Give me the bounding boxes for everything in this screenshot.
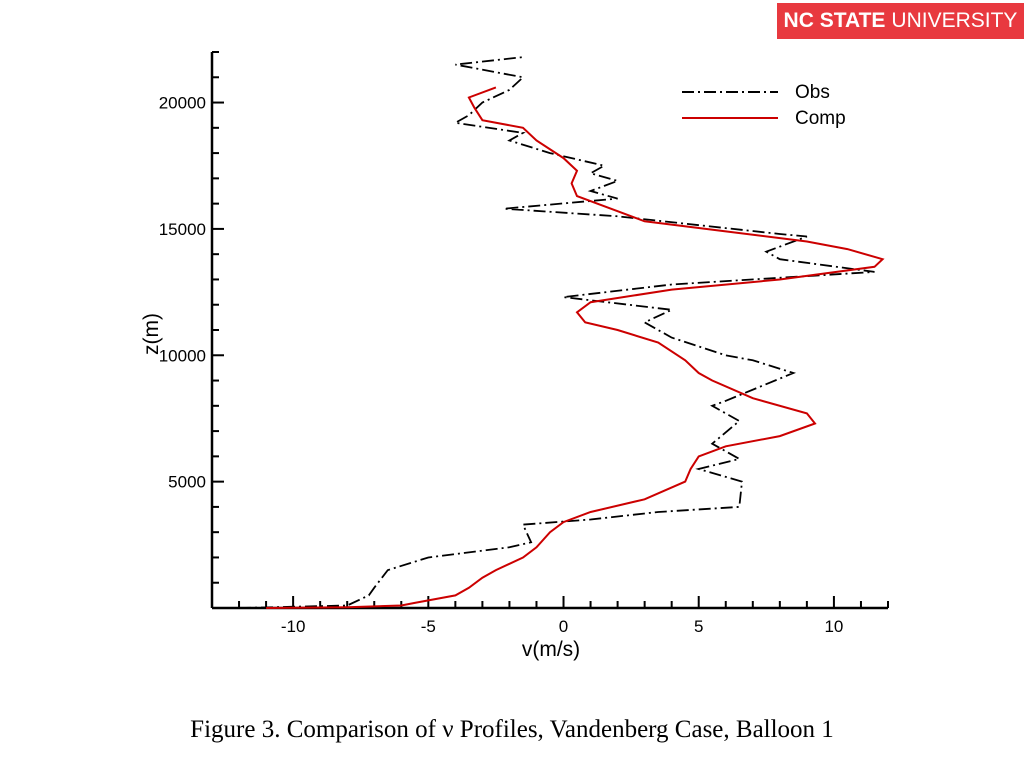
y-tick-label: 15000 <box>159 220 206 239</box>
x-tick-label: -10 <box>281 617 306 636</box>
university-logo: NC STATE UNIVERSITY <box>777 3 1024 39</box>
legend-label-comp: Comp <box>795 108 846 129</box>
y-axis-label: z(m) <box>140 313 163 355</box>
brand-part1: NC STATE <box>783 9 886 32</box>
profile-chart: -10 -5 0 5 10 5000 10000 15000 20000 Obs Comp v(m… <box>140 51 889 661</box>
figure-caption: Figure 3. Comparison of ν Profiles, Vand… <box>190 716 834 743</box>
x-tick-label: 0 <box>559 617 568 636</box>
x-tick-label: 10 <box>824 617 843 636</box>
x-axis-label: v(m/s) <box>522 638 580 661</box>
x-tick-label: 5 <box>694 617 703 636</box>
series-line-obs <box>238 56 875 609</box>
brand-part2: UNIVERSITY <box>891 9 1018 32</box>
chart-axes: -10 -5 0 5 10 5000 10000 15000 20000 <box>159 51 889 636</box>
y-tick-label: 5000 <box>168 473 206 492</box>
chart-series <box>238 56 885 609</box>
y-tick-label: 10000 <box>159 346 206 365</box>
series-line-comp <box>266 86 885 609</box>
y-tick-label: 20000 <box>159 94 206 113</box>
x-tick-label: -5 <box>421 617 436 636</box>
chart-legend: Obs Comp <box>682 82 846 129</box>
legend-label-obs: Obs <box>795 82 830 103</box>
